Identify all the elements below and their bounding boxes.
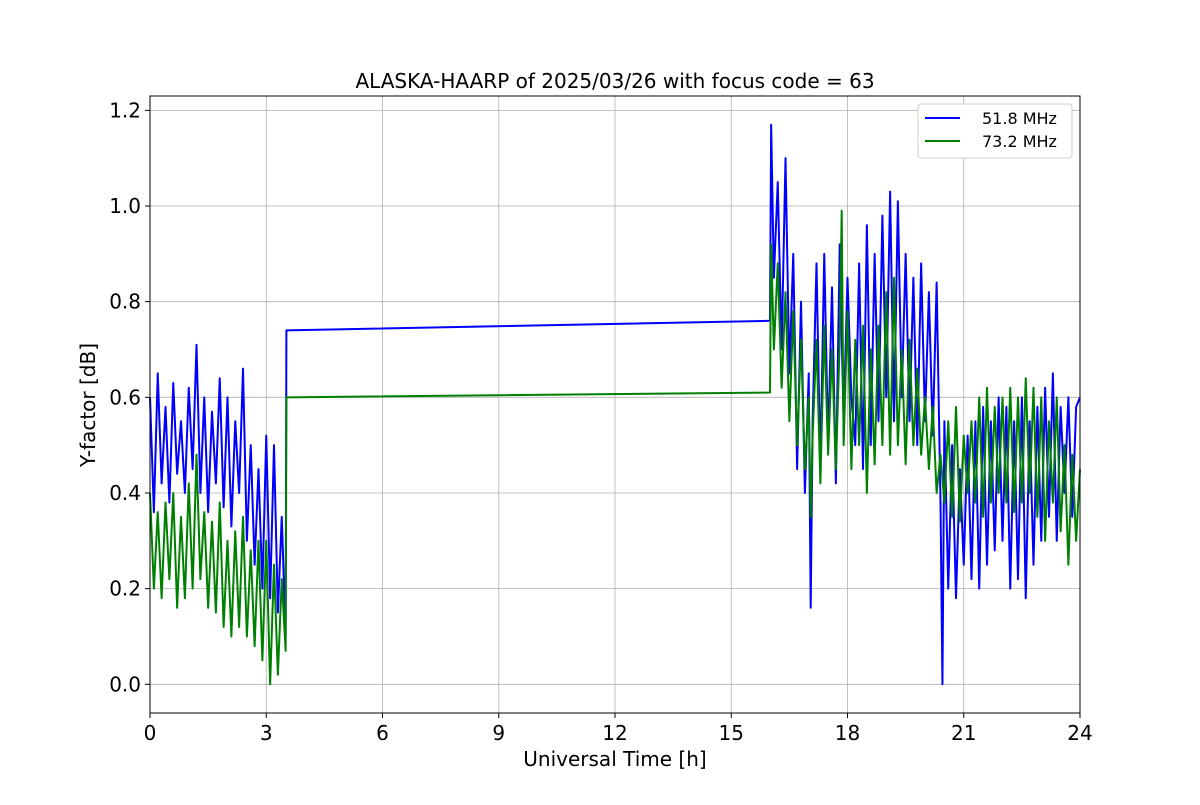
y-tick-label: 0.4: [109, 481, 141, 505]
x-axis-label: Universal Time [h]: [523, 747, 706, 771]
y-tick-label: 1.2: [109, 98, 141, 122]
legend-label-51-8: 51.8 MHz: [982, 109, 1057, 128]
y-tick-label: 0.0: [109, 672, 141, 696]
x-tick-label: 9: [492, 721, 505, 745]
x-tick-label: 3: [260, 721, 273, 745]
y-tick-label: 1.0: [109, 194, 141, 218]
y-axis-label: Y-factor [dB]: [76, 343, 100, 468]
y-tick-label: 0.6: [109, 385, 141, 409]
y-tick-label: 0.2: [109, 577, 141, 601]
x-tick-label: 0: [144, 721, 157, 745]
x-tick-label: 24: [1067, 721, 1092, 745]
chart-title: ALASKA-HAARP of 2025/03/26 with focus co…: [355, 69, 874, 93]
x-tick-label: 18: [835, 721, 860, 745]
legend-label-73-2: 73.2 MHz: [982, 132, 1057, 151]
legend: 51.8 MHz 73.2 MHz: [918, 104, 1072, 158]
x-tick-label: 6: [376, 721, 389, 745]
y-tick-label: 0.8: [109, 290, 141, 314]
x-tick-label: 12: [602, 721, 627, 745]
x-tick-label: 21: [951, 721, 976, 745]
x-tick-label: 15: [719, 721, 744, 745]
